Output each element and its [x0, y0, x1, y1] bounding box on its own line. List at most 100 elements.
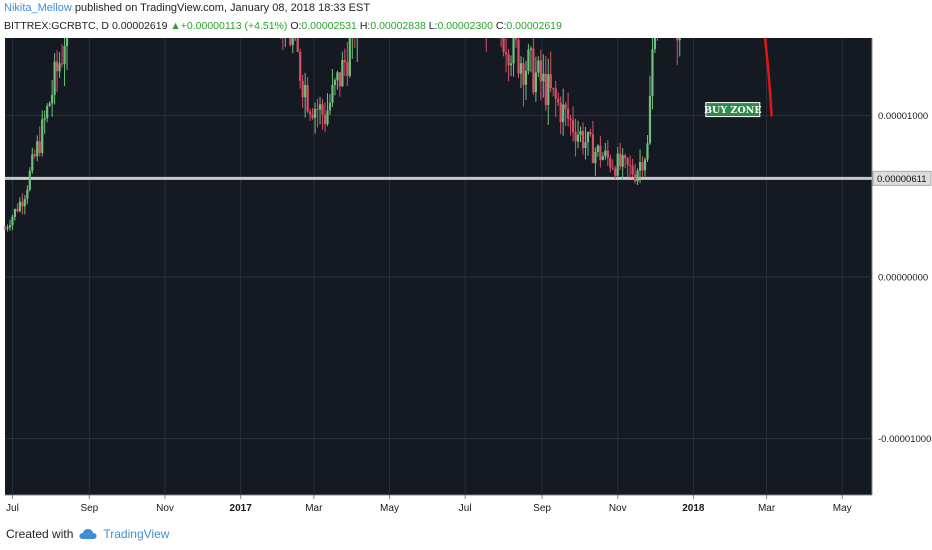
x-tick-label: May: [380, 503, 399, 514]
candle-down: [549, 74, 552, 89]
candle-up: [63, 45, 66, 65]
tradingview-cloud-icon: [79, 529, 97, 539]
price-chart[interactable]: 0.000140000.000130000.000120000.00011000…: [0, 38, 932, 518]
candle-up: [636, 170, 639, 182]
x-tick-label: Mar: [305, 503, 323, 514]
candle-down: [21, 201, 24, 207]
candle-up: [6, 227, 9, 229]
candle-down: [619, 153, 622, 167]
candle-up: [547, 74, 550, 106]
candle-down: [569, 118, 572, 120]
candle-up: [509, 63, 513, 66]
candle-up: [58, 63, 61, 72]
candle-down: [60, 63, 64, 65]
candle-down: [629, 164, 632, 166]
time-axis-panel: [0, 495, 932, 518]
candle-up: [527, 49, 530, 71]
candle-up: [328, 102, 332, 111]
candle-down: [606, 150, 609, 158]
y-tick-label: -0.00001000: [878, 434, 931, 445]
candle-up: [313, 108, 317, 118]
x-tick-label: Sep: [80, 503, 98, 514]
x-tick-label: Nov: [156, 503, 174, 514]
close-label: C:: [495, 20, 507, 32]
candle-up: [341, 60, 344, 87]
symbol-label: BITTREX:GCRBTC, D: [4, 20, 110, 32]
candle-up: [653, 38, 657, 50]
chart-area[interactable]: 0.000140000.000130000.000120000.00011000…: [0, 38, 932, 518]
candle-down: [624, 155, 627, 159]
candle-up: [291, 38, 294, 45]
x-tick-label: 2017: [230, 503, 253, 514]
candle-up: [318, 104, 322, 110]
high-value: 0.00002838: [370, 20, 426, 32]
y-tick-label: 0.00001000: [878, 111, 928, 122]
author-link[interactable]: Nikita_Mellow: [4, 2, 72, 14]
candle-up: [11, 216, 14, 226]
candle-down: [641, 162, 644, 171]
x-tick-label: Jul: [6, 503, 19, 514]
candle-down: [611, 167, 614, 169]
candle-up: [51, 94, 54, 104]
candle-up: [638, 162, 642, 171]
price-label-box: [872, 170, 932, 186]
change-value: +0.00000113 (+4.51%): [180, 20, 288, 32]
candle-down: [614, 168, 617, 176]
candle-down: [559, 102, 562, 123]
candle-down: [522, 63, 525, 85]
candle-up: [576, 134, 580, 142]
candle-up: [31, 154, 34, 171]
footer: Created with TradingView: [6, 527, 169, 541]
candle-down: [633, 174, 637, 182]
created-with-text: Created with: [6, 527, 74, 541]
candle-down: [676, 38, 679, 41]
candle-up: [336, 72, 339, 81]
candle-down: [3, 228, 7, 230]
candle-down: [38, 141, 41, 153]
candle-down: [567, 108, 570, 119]
tradingview-brand[interactable]: TradingView: [103, 527, 170, 541]
candle-up: [648, 96, 652, 144]
candle-down: [552, 88, 555, 90]
candle-down: [309, 111, 312, 115]
candle-down: [346, 62, 349, 76]
price-axis-panel: [872, 38, 932, 518]
candle-down: [554, 88, 557, 99]
up-triangle-icon: ▲: [170, 20, 181, 32]
candle-down: [55, 61, 59, 72]
candle-down: [289, 38, 292, 45]
candle-up: [579, 131, 582, 135]
candle-down: [16, 209, 19, 212]
candle-up: [604, 150, 607, 157]
candle-up: [48, 103, 51, 106]
candle-down: [517, 39, 520, 74]
candle-up: [616, 153, 619, 176]
candle-up: [678, 38, 681, 41]
candle-up: [643, 159, 647, 171]
open-label: O:: [290, 20, 302, 32]
candle-up: [65, 38, 69, 46]
candle-up: [537, 60, 540, 73]
candle-down: [301, 80, 304, 98]
red-arrow-icon: [763, 38, 773, 117]
x-tick-label: Mar: [758, 503, 776, 514]
y-tick-label: 0.00000000: [878, 272, 928, 283]
candle-down: [544, 73, 547, 106]
open-value: 0.00002531: [301, 20, 357, 32]
candle-up: [43, 118, 46, 120]
candle-down: [306, 85, 309, 112]
candle-down: [33, 154, 36, 157]
candle-down: [343, 60, 346, 63]
candle-down: [609, 157, 612, 168]
candle-up: [23, 199, 26, 207]
candle-down: [574, 132, 577, 142]
x-tick-label: Jul: [459, 503, 472, 514]
candle-down: [299, 51, 302, 81]
high-label: H:: [359, 20, 371, 32]
candle-down: [338, 72, 341, 87]
candle-down: [539, 60, 542, 82]
candle-up: [651, 49, 654, 97]
candle-up: [586, 132, 590, 143]
candle-down: [581, 131, 585, 149]
publish-info: published on TradingView.com, January 08…: [74, 2, 371, 14]
